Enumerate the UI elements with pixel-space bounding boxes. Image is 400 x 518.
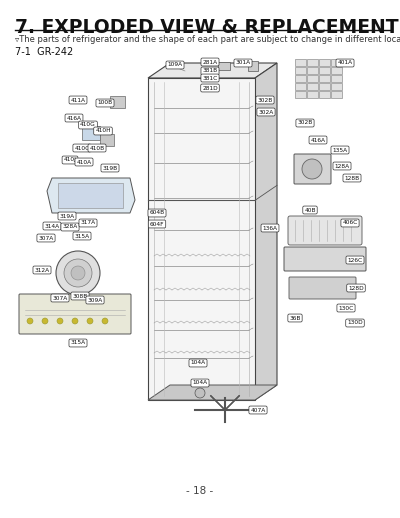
Text: 401A: 401A	[338, 61, 352, 65]
Text: 126C: 126C	[348, 257, 362, 263]
FancyBboxPatch shape	[295, 75, 306, 82]
Polygon shape	[148, 78, 255, 400]
FancyBboxPatch shape	[295, 59, 306, 66]
Text: 315A: 315A	[74, 234, 90, 238]
FancyBboxPatch shape	[319, 59, 330, 66]
Text: 135A: 135A	[332, 148, 348, 152]
FancyBboxPatch shape	[307, 83, 318, 90]
Text: 36B: 36B	[289, 315, 301, 321]
Circle shape	[56, 251, 100, 295]
FancyBboxPatch shape	[319, 83, 330, 90]
Polygon shape	[255, 63, 277, 400]
Text: 307A: 307A	[38, 236, 54, 240]
Circle shape	[42, 318, 48, 324]
Polygon shape	[47, 178, 135, 213]
Text: 604F: 604F	[150, 222, 164, 226]
Text: 302A: 302A	[258, 109, 274, 114]
Text: 130C: 130C	[338, 306, 354, 310]
FancyBboxPatch shape	[248, 61, 258, 71]
Text: 40B: 40B	[304, 208, 316, 212]
FancyBboxPatch shape	[319, 75, 330, 82]
FancyBboxPatch shape	[307, 91, 318, 98]
Text: 410J: 410J	[64, 157, 76, 163]
Polygon shape	[148, 385, 277, 400]
Polygon shape	[148, 63, 277, 78]
Text: ▿The parts of refrigerator and the shape of each part are subject to change in d: ▿The parts of refrigerator and the shape…	[15, 35, 400, 44]
Text: 314A: 314A	[44, 223, 60, 228]
Text: 410C: 410C	[74, 146, 90, 151]
FancyBboxPatch shape	[58, 183, 123, 208]
Text: 309A: 309A	[87, 297, 103, 303]
Circle shape	[72, 318, 78, 324]
FancyBboxPatch shape	[218, 62, 230, 70]
Text: 281A: 281A	[202, 60, 218, 65]
Text: 308B: 308B	[72, 294, 88, 298]
FancyBboxPatch shape	[19, 294, 131, 334]
FancyBboxPatch shape	[307, 75, 318, 82]
Text: 7-1  GR-242: 7-1 GR-242	[15, 47, 73, 57]
FancyBboxPatch shape	[294, 154, 331, 184]
Text: 416A: 416A	[66, 116, 82, 121]
Text: - 18 -: - 18 -	[186, 486, 214, 496]
Text: 104A: 104A	[190, 361, 206, 366]
Text: 410B: 410B	[90, 146, 104, 151]
FancyBboxPatch shape	[82, 126, 100, 140]
Text: 317A: 317A	[80, 221, 96, 225]
Text: 604B: 604B	[150, 210, 164, 215]
FancyBboxPatch shape	[331, 83, 342, 90]
Circle shape	[71, 266, 85, 280]
Text: 410A: 410A	[76, 160, 92, 165]
FancyBboxPatch shape	[295, 67, 306, 74]
Circle shape	[102, 318, 108, 324]
Text: 410G: 410G	[80, 122, 96, 127]
Text: 302B: 302B	[257, 97, 273, 103]
Text: 7. EXPLODED VIEW & REPLACEMENT PARTS LIST: 7. EXPLODED VIEW & REPLACEMENT PARTS LIS…	[15, 18, 400, 37]
Circle shape	[302, 159, 322, 179]
Text: 281D: 281D	[202, 85, 218, 91]
Text: 104A: 104A	[192, 381, 208, 385]
Circle shape	[64, 259, 92, 287]
Text: 302B: 302B	[297, 121, 313, 125]
Text: 319B: 319B	[102, 165, 118, 170]
FancyBboxPatch shape	[307, 67, 318, 74]
FancyBboxPatch shape	[331, 67, 342, 74]
FancyBboxPatch shape	[110, 96, 125, 108]
Text: 416A: 416A	[310, 137, 326, 142]
Text: 411A: 411A	[70, 97, 86, 103]
FancyBboxPatch shape	[307, 59, 318, 66]
Text: 410H: 410H	[95, 128, 111, 134]
Text: 130D: 130D	[347, 321, 363, 325]
FancyBboxPatch shape	[319, 67, 330, 74]
FancyBboxPatch shape	[331, 91, 342, 98]
FancyBboxPatch shape	[295, 91, 306, 98]
FancyBboxPatch shape	[289, 277, 356, 299]
Text: 312A: 312A	[34, 267, 50, 272]
Text: 315A: 315A	[70, 340, 86, 346]
Text: 381B: 381B	[202, 68, 218, 74]
Text: 100B: 100B	[98, 100, 112, 106]
Circle shape	[27, 318, 33, 324]
Text: 407A: 407A	[250, 408, 266, 412]
FancyBboxPatch shape	[284, 247, 366, 271]
Text: 128B: 128B	[344, 176, 360, 180]
Text: 128A: 128A	[334, 164, 350, 168]
Text: 301A: 301A	[236, 61, 250, 65]
Text: 319A: 319A	[60, 213, 74, 219]
FancyBboxPatch shape	[295, 83, 306, 90]
FancyBboxPatch shape	[319, 91, 330, 98]
FancyBboxPatch shape	[100, 134, 114, 146]
Text: 136A: 136A	[262, 225, 278, 231]
Circle shape	[87, 318, 93, 324]
Text: 406C: 406C	[342, 221, 358, 225]
Circle shape	[57, 318, 63, 324]
Circle shape	[195, 388, 205, 398]
Text: 307A: 307A	[52, 295, 68, 300]
Text: 128D: 128D	[348, 285, 364, 291]
FancyBboxPatch shape	[331, 75, 342, 82]
Text: 328A: 328A	[62, 224, 78, 229]
Text: 109A: 109A	[168, 63, 182, 67]
FancyBboxPatch shape	[288, 216, 362, 245]
FancyBboxPatch shape	[331, 59, 342, 66]
Text: 381C: 381C	[202, 76, 218, 80]
